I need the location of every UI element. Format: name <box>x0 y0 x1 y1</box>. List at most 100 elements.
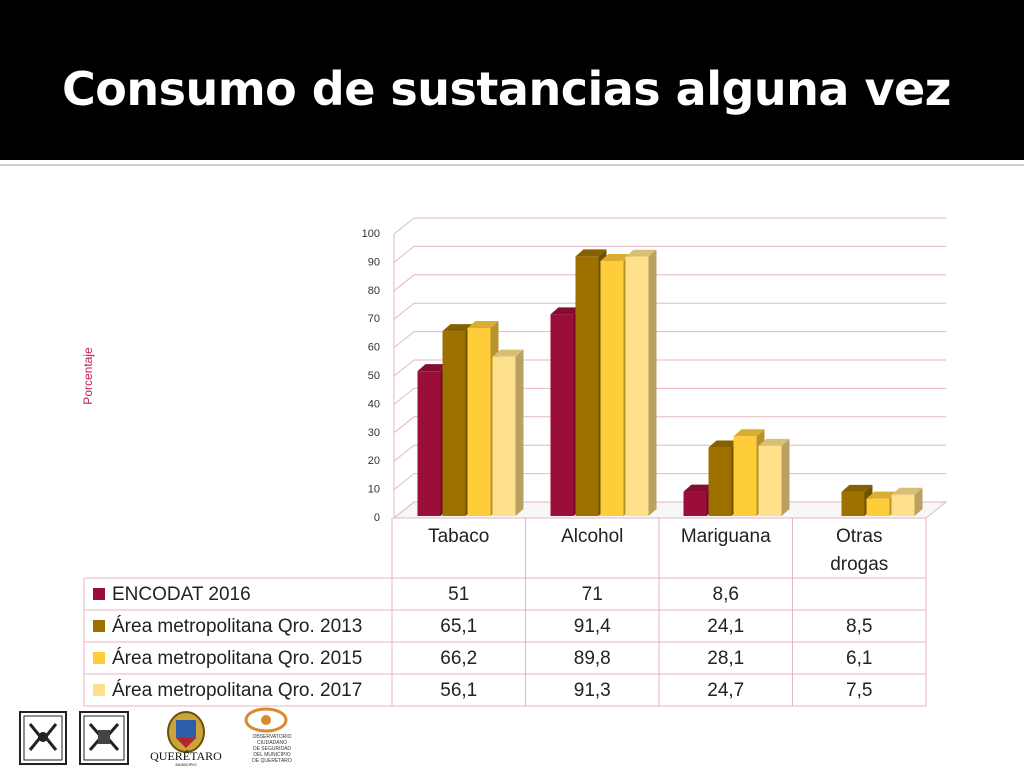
series-label: Área metropolitana Qro. 2015 <box>112 648 362 669</box>
table-cell-value: 65,1 <box>440 616 477 637</box>
gridline <box>393 217 946 235</box>
table-cell-value: 71 <box>582 584 603 605</box>
observatorio-line-5: DE QUERÉTARO <box>252 758 292 764</box>
bar <box>442 331 466 516</box>
chart-gridlines <box>392 217 948 519</box>
bar <box>625 256 649 516</box>
observatorio-ciudadano-logo: OBSERVATORIO CIUDADANO DE SEGURIDAD DEL … <box>240 706 300 768</box>
queretaro-municipio-logo: QUERÉTARO MUNICIPIO <box>144 708 228 768</box>
bar <box>841 491 865 516</box>
bar-top <box>575 249 607 257</box>
title-divider <box>0 164 1024 166</box>
bar-top <box>492 349 524 357</box>
bar <box>467 327 491 516</box>
bar-top <box>550 307 582 315</box>
y-tick-label: 0 <box>374 512 380 524</box>
y-tick-label: 70 <box>368 313 380 325</box>
bar <box>575 256 599 516</box>
gridline <box>393 274 946 292</box>
bar <box>708 447 732 516</box>
legend-swatch <box>93 620 105 632</box>
y-tick-label: 60 <box>368 342 380 354</box>
gridline <box>393 416 946 434</box>
y-axis-ticks: 0 10 20 30 40 50 60 70 80 90 100 <box>362 228 380 524</box>
bar-side <box>914 487 923 516</box>
series-label: Área metropolitana Qro. 2013 <box>112 616 362 637</box>
bar <box>891 494 915 516</box>
y-tick-label: 50 <box>368 370 380 382</box>
table-cell-value: 51 <box>448 584 469 605</box>
y-axis-label: Porcentaje <box>81 347 95 405</box>
y-tick-label: 90 <box>368 256 380 268</box>
bar-top <box>442 324 474 332</box>
bar-side <box>781 438 790 516</box>
bar-top <box>467 320 499 328</box>
table-cell-value: 91,4 <box>574 616 611 637</box>
y-tick-label: 30 <box>368 427 380 439</box>
table-cell-value: 8,5 <box>846 616 872 637</box>
table-cell-value: 8,6 <box>713 584 739 605</box>
bar <box>417 371 441 516</box>
bar <box>683 491 707 516</box>
gridline <box>393 359 946 377</box>
bar-top <box>891 487 923 495</box>
table-cell-value: 6,1 <box>846 648 872 669</box>
series-label: Área metropolitana Qro. 2017 <box>112 680 362 701</box>
bar <box>600 260 624 516</box>
table-cell-value: 7,5 <box>846 680 872 701</box>
table-cell-value: 66,2 <box>440 648 477 669</box>
gridline <box>393 387 946 405</box>
bar-side <box>515 349 524 516</box>
legend-swatch <box>93 652 105 664</box>
bar <box>492 356 516 516</box>
y-tick-label: 20 <box>368 455 380 467</box>
table-cell-value: 91,3 <box>574 680 611 701</box>
legend-swatch <box>93 684 105 696</box>
category-label: Otras drogas <box>830 526 888 575</box>
y-tick-label: 80 <box>368 285 380 297</box>
observatorio-line-2: CIUDADANO <box>256 740 287 746</box>
school-crest-logo-2 <box>78 710 130 773</box>
title-bar: Consumo de sustancias alguna vez <box>0 0 1024 160</box>
bar-top <box>683 484 715 492</box>
bar <box>550 314 574 516</box>
bar-top <box>625 249 657 257</box>
gridline <box>393 245 946 263</box>
observatorio-line-3: DE SEGURIDAD <box>252 746 292 752</box>
y-tick-label: 40 <box>368 398 380 410</box>
bar-side <box>648 249 657 516</box>
y-tick-label: 10 <box>368 484 380 496</box>
table-cell-value: 56,1 <box>440 680 477 701</box>
bar-top <box>733 429 765 437</box>
series-label: ENCODAT 2016 <box>112 584 251 605</box>
category-label: Alcohol <box>561 526 623 547</box>
table-cell-value: 89,8 <box>574 648 611 669</box>
bar-top <box>866 491 898 499</box>
y-tick-label: 100 <box>362 228 380 240</box>
observatorio-line-1: OBSERVATORIO <box>252 734 292 740</box>
bar <box>733 436 757 516</box>
data-table: Tabaco Alcohol Mariguana Otras drogas ENCODAT… <box>83 518 927 707</box>
table-cell-value: 28,1 <box>707 648 744 669</box>
gridline <box>393 302 946 320</box>
observatorio-line-4: DEL MUNICIPIO <box>253 752 291 758</box>
chart-bars <box>417 249 923 516</box>
bar <box>866 498 890 516</box>
slide-title: Consumo de sustancias alguna vez <box>62 62 951 116</box>
bar-top <box>600 253 632 261</box>
school-crest-logo-1 <box>18 710 68 773</box>
queretaro-logo-subtext: MUNICIPIO <box>175 762 197 767</box>
category-label: Mariguana <box>681 526 771 547</box>
category-label: Tabaco <box>428 526 489 547</box>
bar-top <box>417 364 449 372</box>
table-cell-value: 24,1 <box>707 616 744 637</box>
bar-top <box>841 484 873 492</box>
legend-swatch <box>93 588 105 600</box>
table-cell-value: 24,7 <box>707 680 744 701</box>
observatorio-logo-text: OBSERVATORIO CIUDADANO DE SEGURIDAD DEL … <box>244 734 300 764</box>
gridline <box>393 331 946 348</box>
bar-top <box>758 438 790 446</box>
queretaro-logo-text: QUERÉTARO <box>150 749 222 763</box>
bar <box>758 445 782 516</box>
